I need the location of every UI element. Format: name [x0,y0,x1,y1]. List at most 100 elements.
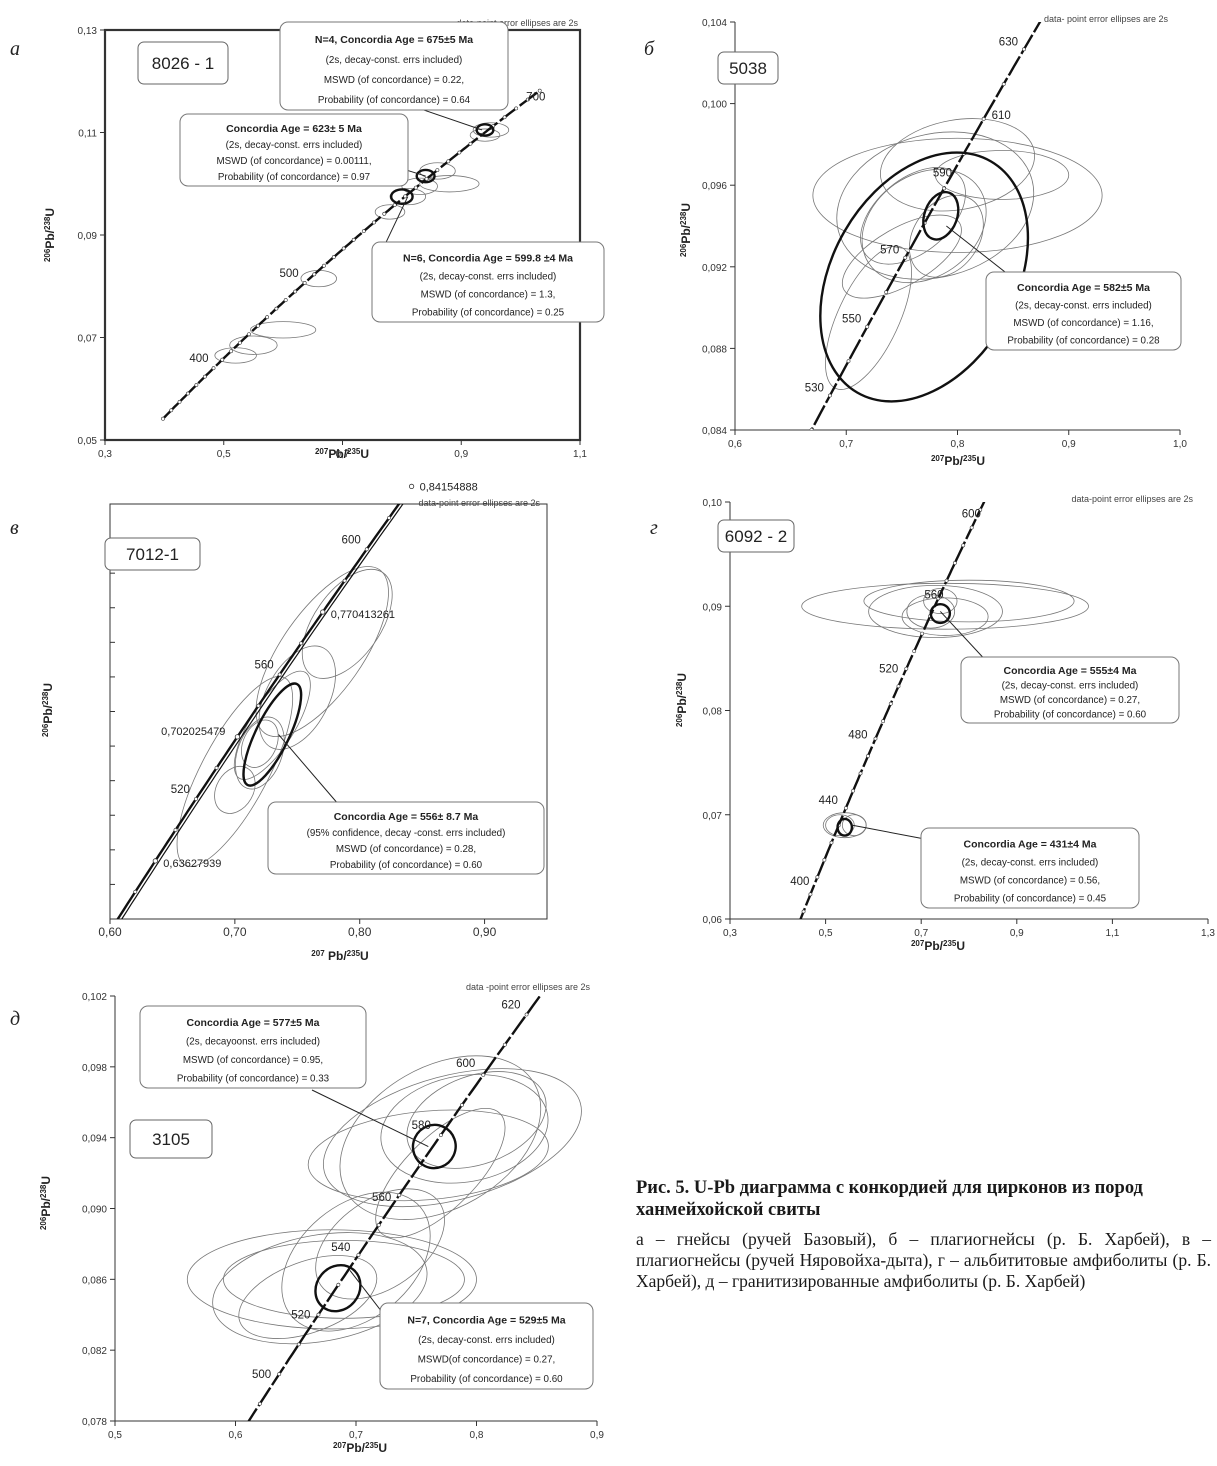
y-axis-label-isotope-b: 238 [41,691,50,705]
annotation-line: (2s, decay-const. errs included) [1002,680,1139,691]
y-tick-label: 0,05 [78,436,98,447]
age-mark [537,88,542,93]
x-axis-label-isotope-b: 235 [963,454,977,463]
x-tick-label: 0,8 [951,439,965,450]
age-label: 700 [526,91,545,103]
y-axis-label-unit: U [679,203,693,212]
x-axis-label: 207Pb/235U [333,1441,387,1456]
annotation-line: Probability (of concordance) = 0.45 [954,894,1107,905]
panel-letter-a: а [10,38,20,60]
annotation-line: Concordia Age = 431±4 Ma [964,839,1097,851]
x-tick-label: 0,60 [98,925,122,939]
concordia-curve [116,504,401,919]
x-axis-label-unit: U [360,447,369,461]
age-label: 550 [842,314,861,326]
age-mark [920,631,925,636]
error-ellipse [825,245,912,390]
x-axis-label-unit: U [956,939,965,953]
panel-letter-d: д [10,1008,21,1030]
age-mark [952,561,957,565]
y-axis-label-isotope-b: 238 [675,681,684,695]
annotation-line: (95% confidence, decay -const. errs incl… [307,828,506,839]
annotation-line: (2s, decayoonst. errs included) [186,1036,320,1047]
panel-letter-v: в [10,517,19,539]
age-label: 520 [879,664,898,676]
error-ellipse [322,1068,582,1208]
annotation-line: Probability (of concordance) = 0.28 [1007,336,1160,347]
error-ellipse [315,1188,445,1300]
age-mark [194,797,198,801]
annotation-line: MSWD (of concordance) = 0.22, [324,75,464,86]
age-mark [808,892,813,897]
age-mark [341,246,346,251]
age-mark [888,701,893,706]
y-axis-label: 206Pb/238U [43,208,58,262]
x-axis-label-isotope-b: 235 [943,939,957,948]
age-mark [424,176,429,181]
age-label: 570 [880,245,899,257]
x-axis-label-isotope-b: 235 [347,447,361,456]
age-mark [203,374,207,379]
x-axis-label-isotope-a: 207 [911,939,925,948]
concordia-curve [799,502,986,919]
age-mark [133,889,138,894]
x-axis-label-isotope-b: 235 [347,949,361,958]
annotation-line: MSWD (of concordance) = 0.27, [1000,695,1140,706]
age-mark [801,909,806,914]
ratio-label: 0,63627939 [163,858,221,870]
plot-area [116,504,404,919]
age-mark [247,332,251,337]
y-tick-label: 0,09 [703,602,723,613]
x-axis-label-unit: U [378,1441,387,1455]
x-tick-label: 0,6 [229,1430,243,1441]
y-tick-label: 0,104 [702,18,727,29]
x-axis-label-unit: U [360,949,369,963]
error-ellipse [186,1229,477,1330]
ellipse-note: data-point error ellipses are 2s [1071,494,1193,504]
age-label: 580 [412,1120,431,1132]
x-axis-label-isotope-b: 235 [365,1441,379,1450]
error-ellipse [255,566,389,738]
age-mark [524,1012,529,1017]
annotation-box [267,801,545,875]
error-ellipse [836,131,1035,280]
y-tick-label: 0,11 [78,129,97,140]
x-tick-label: 0,8 [470,1430,484,1441]
error-ellipse [841,814,867,837]
concordia-curve-upper [121,504,404,919]
age-mark [296,1342,301,1347]
age-mark [822,858,827,862]
x-axis-label: 207Pb/235U [911,939,965,954]
age-mark [316,1312,321,1317]
x-tick-label: 1,1 [1105,928,1119,939]
age-mark [277,1372,282,1376]
concordia-chart-b: 0,6 0,7 0,8 0,9 1,0 0,084 0,088 0,092 0,096 0,100… [679,14,1188,468]
error-ellipse [374,204,406,220]
age-mark [525,97,530,102]
y-tick-label: 0,098 [82,1063,107,1074]
y-tick-label: 0,100 [702,100,727,111]
leader-line [939,611,991,666]
x-tick-label: 0,7 [349,1430,363,1441]
age-mark [342,578,347,583]
annotation-line: (2s, decay-const. errs included) [420,272,557,283]
x-axis-label: 207Pb/235U [315,447,369,462]
annotation-line: N=6, Concordia Age = 599.8 ±4 Ma [403,253,573,265]
ellipse-note: data-point error ellipses are 2s [418,498,540,508]
error-ellipse [419,175,480,193]
x-tick-label: 0,7 [336,449,350,460]
error-ellipse [250,321,317,339]
age-mark [435,168,440,172]
y-axis-label: 206Pb/238U [41,683,56,737]
error-ellipse [906,594,956,629]
ratio-label: 0,702025479 [161,726,225,738]
y-axis-label-isotope-a: 206 [43,248,52,262]
error-ellipse [301,568,393,679]
annotation-box [985,271,1182,351]
age-mark [514,106,519,111]
sample-label: 7012-1 [126,545,179,564]
age-label: 600 [456,1058,475,1070]
annotation-line: MSWD (of concordance) = 1.16, [1013,318,1153,329]
sample-box [137,41,229,85]
